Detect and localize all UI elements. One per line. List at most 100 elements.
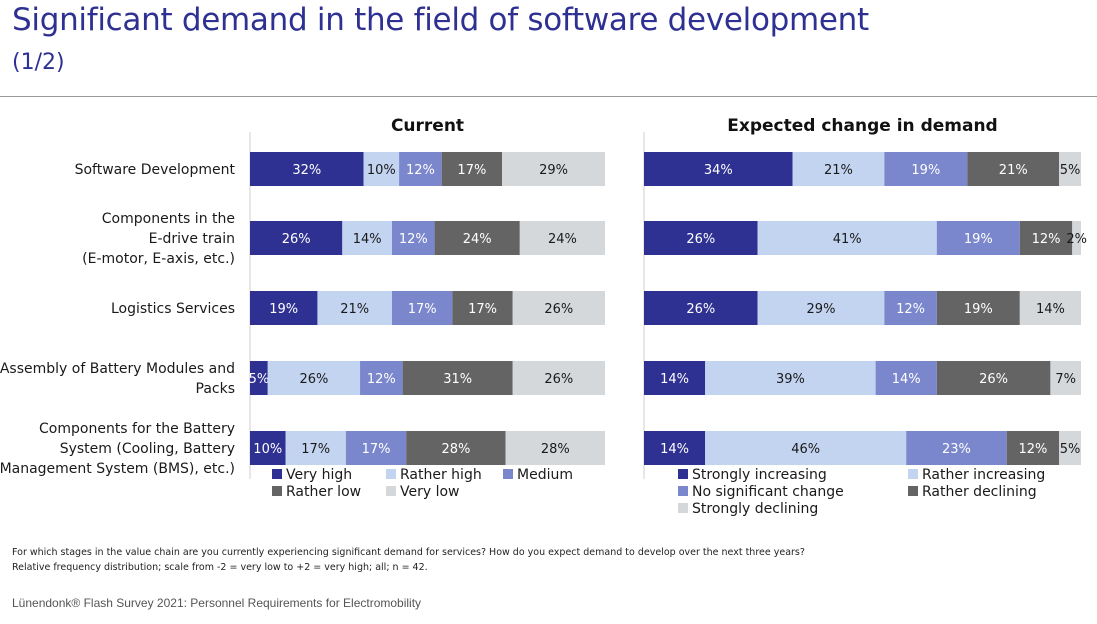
category-label: Software Development: [75, 162, 236, 178]
bar-segment-rather-declining: [936, 361, 1051, 395]
bar-segment-very-low: [502, 152, 605, 186]
chart-title: Current: [391, 116, 464, 136]
data-label: 46%: [791, 442, 820, 457]
legend-label-medium: Medium: [517, 467, 573, 483]
data-label: 17%: [408, 302, 437, 317]
bar-segment-rather-high: [267, 361, 361, 395]
source-note: Lünendonk® Flash Survey 2021: Personnel …: [12, 596, 422, 610]
category-label: Logistics Services: [111, 301, 235, 317]
data-label: 19%: [964, 302, 993, 317]
data-label: 26%: [686, 232, 715, 247]
bar-segment-rather-declining: [1019, 221, 1073, 255]
bar-segment-strongly-declining: [1059, 152, 1081, 186]
bar-segment-strongly-declining: [1072, 221, 1081, 255]
bar-segment-strongly-declining: [1019, 291, 1081, 325]
data-label: 28%: [541, 442, 570, 457]
stacked-bar-charts: Software Development Components in the E-d…: [0, 116, 1087, 517]
page-subtitle: (1/2): [12, 50, 65, 75]
bar-segment-no-significant-change: [875, 361, 937, 395]
bar-segment-medium: [392, 291, 453, 325]
bar-segment-strongly-increasing: [644, 152, 793, 186]
legend-swatch-very-low: [386, 486, 396, 496]
data-label: 19%: [964, 232, 993, 247]
bar-segment-rather-increasing: [757, 221, 937, 255]
bar-segment-medium: [392, 221, 435, 255]
legend-label-no-significant-change: No significant change: [692, 484, 844, 500]
legend-label-rather-increasing: Rather increasing: [922, 467, 1045, 483]
bar-segment-rather-increasing: [705, 361, 876, 395]
data-label: 5%: [249, 372, 270, 387]
legend-swatch-very-high: [272, 469, 282, 479]
footnote: For which stages in the value chain are …: [12, 545, 805, 575]
data-label: 39%: [776, 372, 805, 387]
data-label: 31%: [443, 372, 472, 387]
bar-segment-rather-low: [402, 361, 513, 395]
data-label: 21%: [824, 163, 853, 178]
bar-segment-strongly-increasing: [644, 431, 706, 465]
legend-label-very-high: Very high: [286, 467, 352, 483]
bar-segment-no-significant-change: [884, 291, 937, 325]
data-label: 21%: [999, 163, 1028, 178]
bar-segment-strongly-increasing: [644, 291, 758, 325]
data-label: 5%: [1060, 442, 1081, 457]
legend-swatch-rather-high: [386, 469, 396, 479]
category-label: Assembly of Battery Modules and: [0, 361, 235, 377]
data-label: 32%: [292, 163, 321, 178]
bar-segment-very-high: [250, 361, 268, 395]
header-divider: [0, 96, 1097, 97]
legend-swatch-rather-increasing: [908, 469, 918, 479]
data-label: 17%: [362, 442, 391, 457]
data-label: 26%: [544, 372, 573, 387]
bar-segment-rather-declining: [967, 152, 1060, 186]
data-label: 14%: [353, 232, 382, 247]
bar-segment-rather-low: [452, 291, 513, 325]
category-label: Packs: [196, 381, 236, 397]
data-label: 24%: [463, 232, 492, 247]
category-label: Components for the Battery: [39, 421, 235, 437]
bar-segment-very-low: [519, 221, 605, 255]
data-label: 14%: [660, 372, 689, 387]
bar-segment-very-low: [512, 361, 605, 395]
legend-swatch-rather-declining: [908, 486, 918, 496]
bar-segment-very-low: [512, 291, 605, 325]
data-label: 21%: [340, 302, 369, 317]
data-label: 2%: [1066, 232, 1087, 247]
bar-segment-no-significant-change: [884, 152, 968, 186]
bar-segment-rather-increasing: [792, 152, 885, 186]
data-label: 26%: [979, 372, 1008, 387]
bar-segment-medium: [360, 361, 403, 395]
footnote-question: For which stages in the value chain are …: [12, 547, 805, 558]
bar-segment-rather-high: [317, 291, 392, 325]
data-label: 29%: [539, 163, 568, 178]
data-label: 26%: [299, 372, 328, 387]
data-label: 12%: [1032, 232, 1061, 247]
legend-label-strongly-increasing: Strongly increasing: [692, 467, 827, 483]
data-label: 12%: [1018, 442, 1047, 457]
data-label: 12%: [406, 163, 435, 178]
data-label: 28%: [441, 442, 470, 457]
category-label: Components in the: [102, 211, 235, 227]
data-label: 26%: [282, 232, 311, 247]
page-title: Significant demand in the field of softw…: [12, 2, 869, 38]
legend-label-rather-declining: Rather declining: [922, 484, 1037, 500]
bar-segment-rather-high: [342, 221, 392, 255]
legend-swatch-medium: [503, 469, 513, 479]
data-label: 19%: [269, 302, 298, 317]
legend-swatch-rather-low: [272, 486, 282, 496]
data-label: 41%: [833, 232, 862, 247]
bar-segment-strongly-declining: [1050, 361, 1081, 395]
legend-swatch-strongly-increasing: [678, 469, 688, 479]
data-label: 29%: [807, 302, 836, 317]
bar-segment-strongly-increasing: [644, 221, 758, 255]
bar-segment-rather-high: [285, 431, 346, 465]
category-label: (E-motor, E-axis, etc.): [82, 251, 235, 267]
data-label: 26%: [686, 302, 715, 317]
legend-label-very-low: Very low: [400, 484, 460, 500]
bar-segment-no-significant-change: [906, 431, 1007, 465]
bar-segment-no-significant-change: [936, 221, 1020, 255]
legend-swatch-no-significant-change: [678, 486, 688, 496]
bar-segment-rather-declining: [936, 291, 1020, 325]
data-label: 19%: [911, 163, 940, 178]
data-label: 5%: [1060, 163, 1081, 178]
data-label: 10%: [253, 442, 282, 457]
